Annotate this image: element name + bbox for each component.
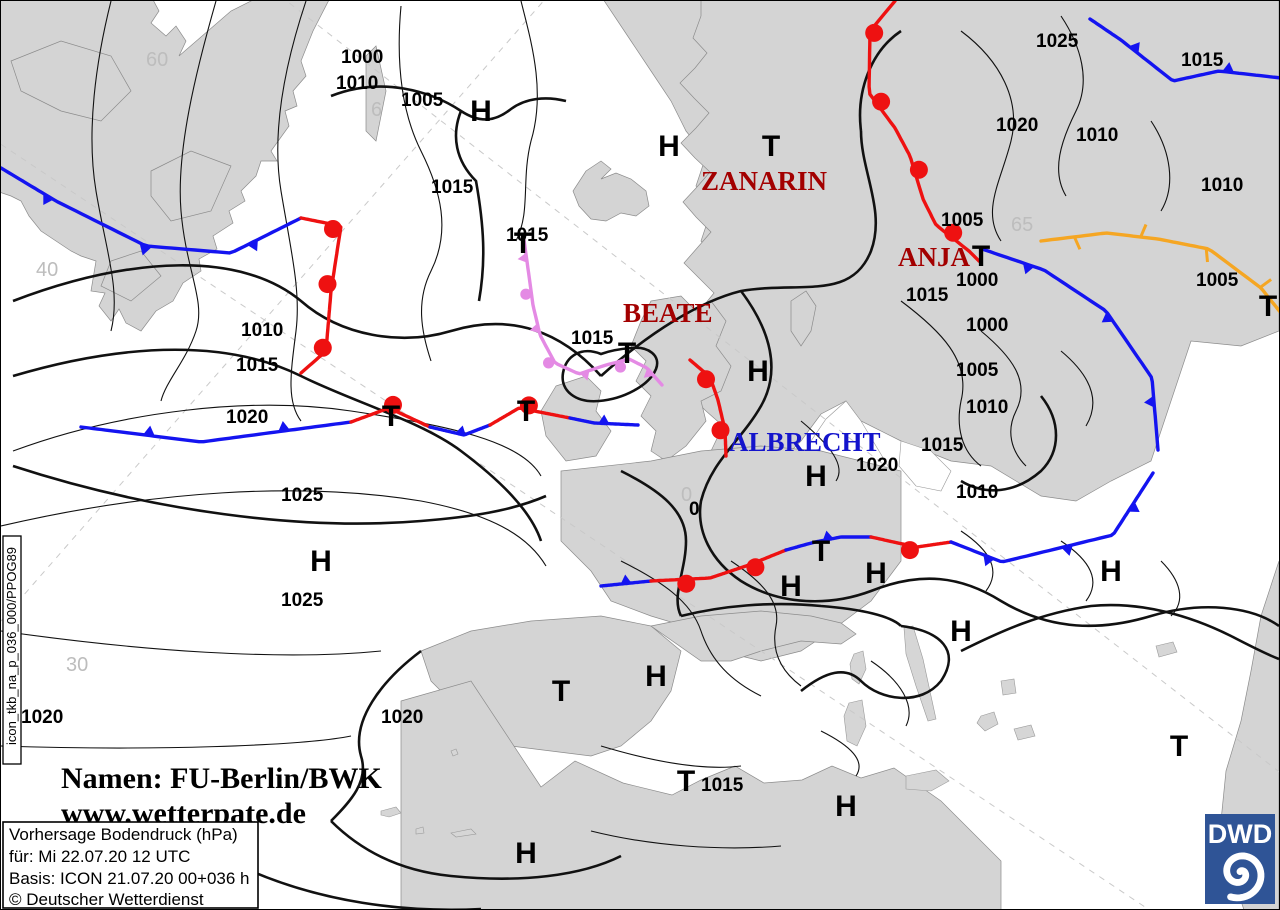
svg-text:1020: 1020 [21, 707, 63, 728]
svg-text:für: Mi 22.07.20 12 UTC: für: Mi 22.07.20 12 UTC [9, 847, 190, 866]
svg-text:Basis: ICON 21.07.20 00+036 h: Basis: ICON 21.07.20 00+036 h [9, 869, 250, 888]
svg-text:40: 40 [36, 259, 58, 281]
svg-text:1010: 1010 [1201, 175, 1243, 196]
svg-text:1015: 1015 [1181, 50, 1224, 71]
svg-text:T: T [618, 337, 636, 370]
svg-text:H: H [470, 95, 492, 128]
svg-text:1025: 1025 [281, 590, 324, 611]
svg-text:H: H [645, 660, 667, 693]
svg-text:ANJA: ANJA [898, 242, 970, 272]
svg-text:T: T [812, 535, 830, 568]
svg-text:DWD: DWD [1208, 819, 1272, 849]
svg-text:ZANARIN: ZANARIN [701, 166, 828, 196]
svg-text:1015: 1015 [431, 177, 474, 198]
svg-text:1015: 1015 [236, 355, 279, 376]
svg-text:1000: 1000 [956, 270, 998, 291]
svg-text:1015: 1015 [701, 775, 744, 796]
svg-text:1005: 1005 [941, 210, 984, 231]
svg-text:H: H [865, 557, 887, 590]
svg-text:BEATE: BEATE [623, 298, 713, 328]
svg-text:ALBRECHT: ALBRECHT [729, 427, 881, 457]
svg-text:1015: 1015 [906, 285, 949, 306]
svg-text:60: 60 [146, 49, 168, 71]
svg-text:T: T [552, 675, 570, 708]
svg-text:1020: 1020 [381, 707, 423, 728]
svg-text:1005: 1005 [956, 360, 999, 381]
svg-text:1005: 1005 [1196, 270, 1239, 291]
svg-text:Namen: FU-Berlin/BWK: Namen: FU-Berlin/BWK [61, 762, 382, 795]
svg-text:H: H [780, 570, 802, 603]
svg-text:1000: 1000 [966, 315, 1008, 336]
svg-text:1020: 1020 [856, 455, 898, 476]
svg-text:1000: 1000 [341, 47, 383, 68]
svg-text:H: H [805, 460, 827, 493]
svg-text:Vorhersage Bodendruck (hPa): Vorhersage Bodendruck (hPa) [9, 825, 238, 844]
svg-text:H: H [515, 837, 537, 870]
svg-text:H: H [835, 790, 857, 823]
svg-text:1010: 1010 [1076, 125, 1118, 146]
svg-text:30: 30 [66, 654, 88, 676]
svg-text:T: T [514, 227, 532, 260]
svg-text:H: H [658, 130, 680, 163]
svg-text:1020: 1020 [226, 407, 268, 428]
svg-text:1025: 1025 [1036, 31, 1079, 52]
svg-text:T: T [677, 765, 695, 798]
svg-text:1010: 1010 [956, 482, 998, 503]
svg-text:H: H [310, 545, 332, 578]
svg-text:1025: 1025 [281, 485, 324, 506]
svg-text:1015: 1015 [921, 435, 964, 456]
svg-text:1005: 1005 [401, 90, 444, 111]
svg-text:6: 6 [371, 99, 382, 121]
svg-text:T: T [382, 400, 400, 433]
svg-text:T: T [1170, 730, 1188, 763]
svg-text:icon_tkb_na_p_036_000/PPOG89: icon_tkb_na_p_036_000/PPOG89 [4, 547, 19, 745]
svg-text:0: 0 [689, 499, 700, 520]
svg-text:1020: 1020 [996, 115, 1038, 136]
svg-text:1010: 1010 [241, 320, 283, 341]
svg-text:1010: 1010 [966, 397, 1008, 418]
svg-text:T: T [762, 130, 780, 163]
svg-text:1015: 1015 [571, 328, 614, 349]
svg-text:T: T [1259, 290, 1277, 323]
svg-text:© Deutscher Wetterdienst: © Deutscher Wetterdienst [9, 890, 204, 909]
svg-text:65: 65 [1011, 214, 1033, 236]
svg-text:T: T [972, 240, 990, 273]
svg-text:T: T [517, 395, 535, 428]
svg-text:H: H [1100, 555, 1122, 588]
svg-text:H: H [747, 355, 769, 388]
svg-text:H: H [950, 615, 972, 648]
svg-text:1010: 1010 [336, 73, 378, 94]
